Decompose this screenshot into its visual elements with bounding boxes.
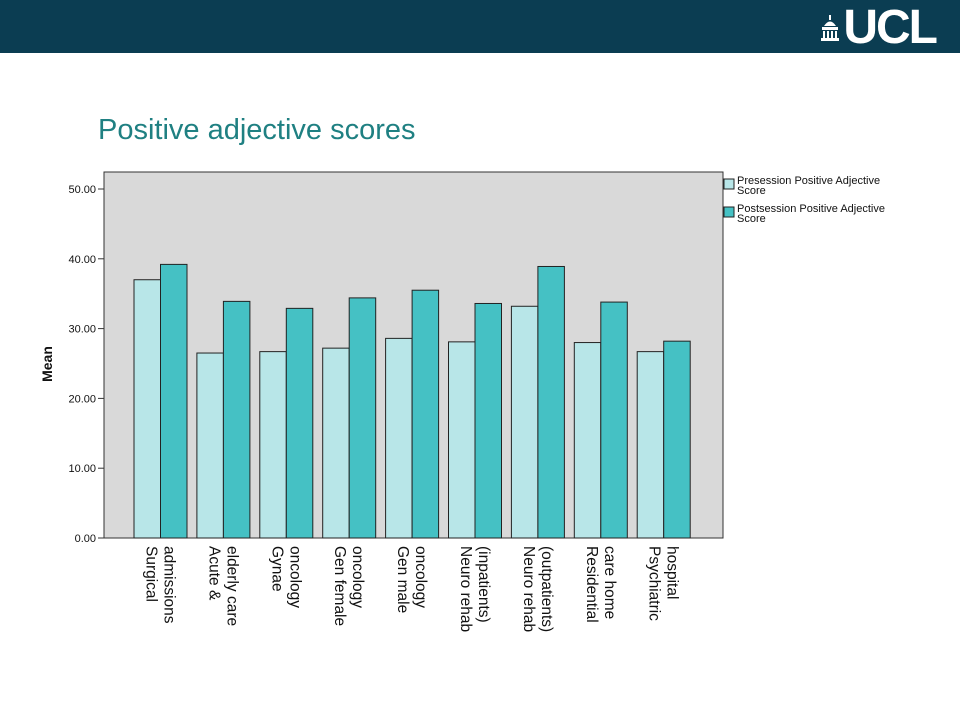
bar [348,297,377,539]
category-label: Acute &elderly care [205,546,240,626]
y-tick-label: 40.00 [68,254,96,266]
category-label-line: oncology [412,546,429,608]
bar [259,351,287,539]
y-axis-title: Mean [39,346,55,382]
ucl-portico-icon [821,15,840,41]
category-label-text: Acute &elderly care [205,546,240,626]
y-axis: 0.00 10.00 20.00 30.00 40.00 50.00 [68,179,105,545]
y-tick-label: 20.00 [68,393,96,405]
legend-label: Presession Positive Adjective Score [737,175,880,197]
legend-label-line: Score [737,213,766,225]
category-label-line: Surgical [143,546,160,602]
slide-title: Positive adjective scores [98,114,416,146]
category-label-line: (inpatients) [475,546,492,623]
category-label: Neuro rehab(outpatients) [520,546,555,632]
bar [411,289,440,539]
bar [160,263,188,539]
category-label-line: oncology [286,546,303,608]
category-label-line: admissions [161,546,178,624]
bar [663,340,691,539]
category-label-text: Gen maleoncology [394,546,429,613]
legend-label-line: Score [737,185,766,197]
category-label-text: Gynaeoncology [268,546,303,608]
bar [510,305,539,539]
category-label: Gynaeoncology [268,546,303,608]
category-label: Residentialcare home [583,546,618,623]
header-banner: UCL [0,0,960,53]
category-label-text: Neuro rehab(outpatients) [520,546,555,632]
category-label-line: Neuro rehab [457,546,474,632]
category-label-line: hospital [664,546,681,599]
legend-label-line: Postsession Positive Adjective [737,203,885,215]
bar [196,352,224,539]
bar [636,351,665,539]
bar [448,341,476,539]
category-label-line: care home [601,546,618,619]
category-label-line: Gen male [394,546,411,613]
bar [322,347,350,539]
ucl-logo: UCL [821,1,938,54]
bar [537,265,565,539]
category-label-text: Psychiatrichospital [646,546,681,621]
category-label-line: elderly care [223,546,240,626]
legend-swatch [723,178,735,190]
category-label: Gen maleoncology [394,546,429,613]
category-label: Surgicaladmissions [143,546,178,624]
category-label: Psychiatrichospital [646,546,681,621]
category-label-line: Acute & [205,546,222,601]
category-label-line: Gynae [268,546,285,592]
y-tick-label: 10.00 [68,463,96,475]
bar [474,302,502,539]
category-label-line: Neuro rehab [520,546,537,632]
category-label-text: Surgicaladmissions [143,546,178,624]
category-label-line: Gen female [331,546,348,626]
category-label-line: (outpatients) [538,546,555,632]
legend-label: Postsession Positive Adjective Score [737,203,885,225]
category-label-line: Psychiatric [646,546,663,621]
category-label: Neuro rehab(inpatients) [457,546,492,632]
y-tick-label: 30.00 [68,324,96,336]
category-labels: Surgicaladmissions Acute &elderly care Gyn… [143,546,681,632]
legend: Presession Positive Adjective ScorePostse… [723,175,885,225]
y-tick-label: 0.00 [75,533,96,545]
bars-group [133,263,691,539]
bar [133,279,161,539]
category-label-text: Gen femaleoncology [331,546,366,626]
y-tick-label: 50.00 [68,184,96,196]
logo-text: UCL [843,1,938,54]
bar [600,301,628,539]
category-label-text: Neuro rehab(inpatients) [457,546,492,632]
bar [573,342,602,539]
category-label-line: oncology [349,546,366,608]
category-label-text: Residentialcare home [583,546,618,623]
legend-swatch [723,206,735,218]
category-label: Gen femaleoncology [331,546,366,626]
bar [222,300,251,539]
category-label-line: Residential [583,546,600,623]
bar [285,307,314,539]
legend-label-line: Presession Positive Adjective [737,175,880,187]
bar [385,337,413,539]
